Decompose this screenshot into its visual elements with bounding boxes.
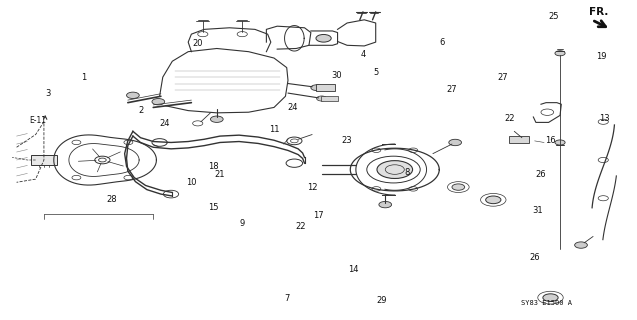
Text: 16: 16 xyxy=(545,136,556,145)
Circle shape xyxy=(311,85,322,91)
Text: 9: 9 xyxy=(240,219,245,228)
Circle shape xyxy=(452,184,464,190)
Text: 27: 27 xyxy=(447,85,457,94)
Text: 24: 24 xyxy=(159,119,170,128)
Text: 22: 22 xyxy=(296,222,306,231)
Text: 26: 26 xyxy=(529,253,540,262)
Text: 18: 18 xyxy=(208,162,219,171)
Text: 2: 2 xyxy=(138,106,143,115)
FancyBboxPatch shape xyxy=(31,155,57,165)
Circle shape xyxy=(543,294,558,301)
Circle shape xyxy=(152,99,165,105)
Circle shape xyxy=(317,96,327,101)
Circle shape xyxy=(316,35,331,42)
Circle shape xyxy=(377,161,413,179)
Circle shape xyxy=(555,51,565,56)
Text: SY83 E1500 A: SY83 E1500 A xyxy=(520,300,571,306)
Text: E-11: E-11 xyxy=(29,116,46,125)
Text: 8: 8 xyxy=(404,168,410,177)
FancyBboxPatch shape xyxy=(508,136,529,143)
FancyBboxPatch shape xyxy=(316,84,335,91)
Text: 3: 3 xyxy=(46,89,51,98)
Text: 30: 30 xyxy=(331,71,341,80)
Text: 10: 10 xyxy=(186,178,197,187)
Text: 28: 28 xyxy=(106,195,117,204)
Circle shape xyxy=(575,242,587,248)
Circle shape xyxy=(379,201,392,208)
Text: 21: 21 xyxy=(215,170,225,179)
Circle shape xyxy=(127,92,140,99)
Text: 15: 15 xyxy=(208,203,219,212)
Text: 20: 20 xyxy=(192,39,203,48)
Text: 24: 24 xyxy=(288,103,298,112)
Circle shape xyxy=(555,140,565,145)
Circle shape xyxy=(449,139,462,146)
Text: 19: 19 xyxy=(596,52,606,61)
Text: 23: 23 xyxy=(342,136,352,145)
Text: FR.: FR. xyxy=(589,7,608,17)
Text: 17: 17 xyxy=(313,211,324,220)
Text: 5: 5 xyxy=(373,68,378,77)
Text: 22: 22 xyxy=(504,114,515,123)
Text: 11: 11 xyxy=(269,125,279,134)
Text: 25: 25 xyxy=(548,12,559,21)
Text: 1: 1 xyxy=(81,73,86,82)
Text: 14: 14 xyxy=(348,265,359,275)
Circle shape xyxy=(485,196,501,204)
Text: 26: 26 xyxy=(536,170,547,179)
Text: 31: 31 xyxy=(533,206,543,215)
FancyBboxPatch shape xyxy=(321,96,338,101)
Text: 6: 6 xyxy=(440,38,445,47)
Text: 29: 29 xyxy=(377,296,387,305)
Text: 4: 4 xyxy=(361,50,366,59)
Text: 7: 7 xyxy=(284,294,289,303)
Text: 12: 12 xyxy=(307,183,317,192)
Text: 27: 27 xyxy=(497,73,508,82)
Circle shape xyxy=(210,116,223,123)
Text: 13: 13 xyxy=(599,114,610,123)
